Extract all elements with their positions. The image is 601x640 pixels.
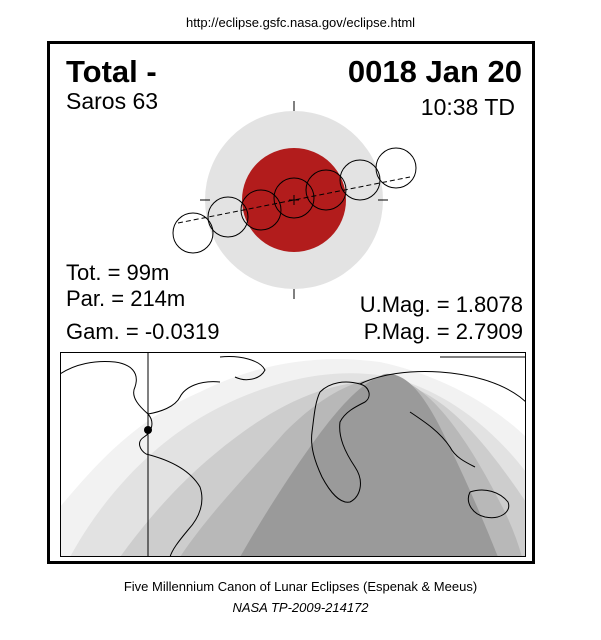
saros-series: Saros 63 [66,88,159,114]
shadow-axis-ticks [200,101,388,299]
maximum-eclipse-point [144,426,152,434]
eclipse-time: 10:38 TD [420,94,515,120]
publication-credit: NASA TP-2009-214172 [232,600,369,615]
canon-credit: Five Millennium Canon of Lunar Eclipses … [123,579,478,594]
source-url: http://eclipse.gsfc.nasa.gov/eclipse.htm… [185,15,416,30]
total-duration: Tot. = 99m [66,260,170,285]
continent-outlines [60,356,526,557]
eclipse-panel-frame [47,41,535,564]
total-eclipse-zone [240,373,498,557]
moon-position-u2 [240,189,282,231]
umbral-magnitude: U.Mag. = 1.8078 [359,292,523,317]
eclipse-date: 0018 Jan 20 [347,54,522,89]
moon-position-p1 [172,212,214,254]
moon-position-greatest [273,177,315,219]
eclipse-type-title: Total - [66,54,157,89]
eclipse-geometry-diagram [172,101,417,299]
moon-position-u3 [305,169,347,211]
penumbral-magnitude: P.Mag. = 2.7909 [363,319,523,344]
partial-duration: Par. = 214m [66,286,186,311]
world-visibility-map [60,352,526,557]
gamma-value: Gam. = -0.0319 [66,319,220,344]
moon-position-u1 [207,196,249,238]
moon-position-p4 [375,147,417,189]
